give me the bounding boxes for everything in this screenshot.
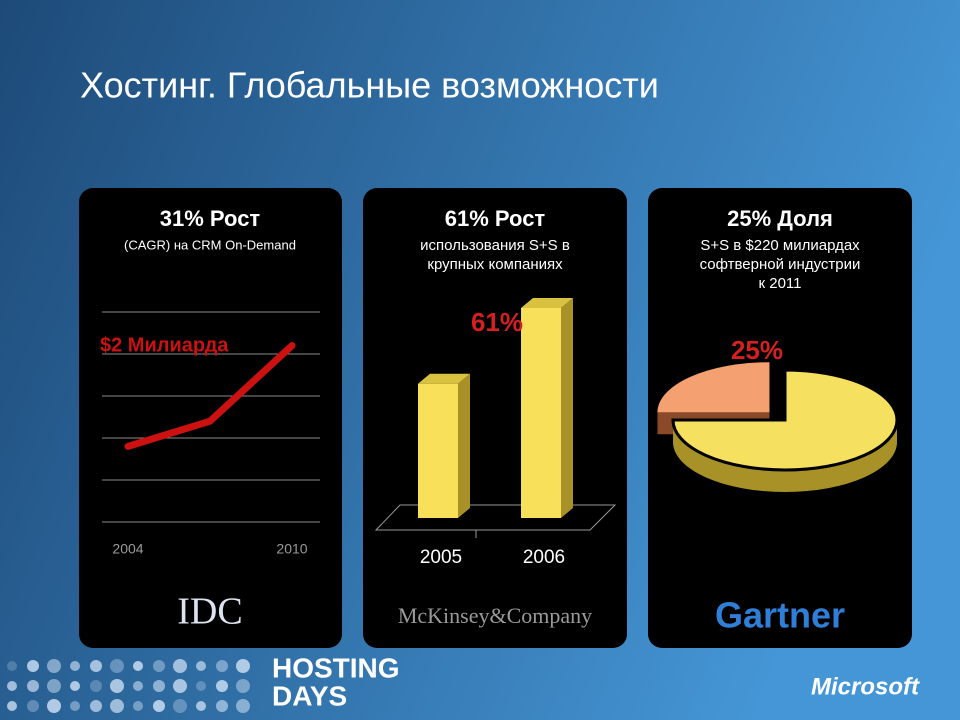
decor-dot [173,699,187,713]
decor-dot [196,661,206,671]
pie-slice [671,368,899,472]
decor-dot [27,700,39,712]
decor-dot [173,679,187,693]
chart-subtitle: софтверной индустрии [700,256,861,273]
x-tick-label: 2010 [276,541,307,557]
decor-dot [133,661,143,671]
decor-dot [153,700,165,712]
bar [521,307,561,518]
decor-dot [47,679,61,693]
decor-dot [153,660,165,672]
decor-dot [110,699,124,713]
bar-top [418,373,470,384]
chart-title: 31% Рост [160,206,261,231]
event-name: HOSTING [272,652,400,683]
decor-dot [236,699,250,713]
bar-side [458,373,470,518]
decor-dot [110,659,124,673]
decor-dot [47,699,61,713]
chart-title: 25% Доля [727,206,833,231]
decor-dot [7,661,17,671]
decor-dot [236,659,250,673]
decor-dot [173,659,187,673]
bar-top [521,297,573,308]
value-label: 25% [731,335,783,365]
line [124,342,296,450]
panel [648,188,912,648]
decor-dot [27,680,39,692]
event-name: DAYS [272,680,347,711]
decor-dot [90,680,102,692]
x-tick-label: 2004 [112,541,143,557]
decor-dot [70,701,80,711]
annotation: $2 Милиарда [100,334,229,356]
decor-dot [153,680,165,692]
decor-dot [236,679,250,693]
decor-dot [7,681,17,691]
decor-dot [133,701,143,711]
source-logo: Gartner [715,595,845,636]
decor-dot [90,660,102,672]
decor-dot [196,681,206,691]
source-logo: IDC [177,591,242,633]
decor-dot [70,681,80,691]
chart-subtitle: к 2011 [759,275,802,292]
company-logo: Microsoft [811,673,920,700]
x-tick-label: 2006 [523,547,565,568]
decor-dot [90,700,102,712]
bar [418,383,458,518]
bar-side [561,297,573,518]
decor-dot [47,659,61,673]
decor-dot [27,660,39,672]
decor-dot [196,701,206,711]
chart-title: 61% Рост [445,206,546,231]
decor-dot [70,661,80,671]
chart-subtitle: S+S в $220 милиардах [700,237,860,254]
decor-dot [216,660,228,672]
value-label: 61% [471,307,523,337]
decor-dot [110,679,124,693]
pie-slice [657,362,770,413]
slide-title: Хостинг. Глобальные возможности [80,65,659,106]
decor-dot [133,681,143,691]
x-tick-label: 2005 [420,547,462,568]
decor-dot [216,700,228,712]
chart-floor [374,504,617,531]
decor-dot [7,701,17,711]
chart-subtitle: (CAGR) на CRM On-Demand [124,237,296,252]
decor-dot [216,680,228,692]
chart-subtitle: использования S+S в [420,237,570,254]
chart-subtitle: крупных компаниях [427,256,563,273]
source-logo: McKinsey&Company [398,603,592,628]
